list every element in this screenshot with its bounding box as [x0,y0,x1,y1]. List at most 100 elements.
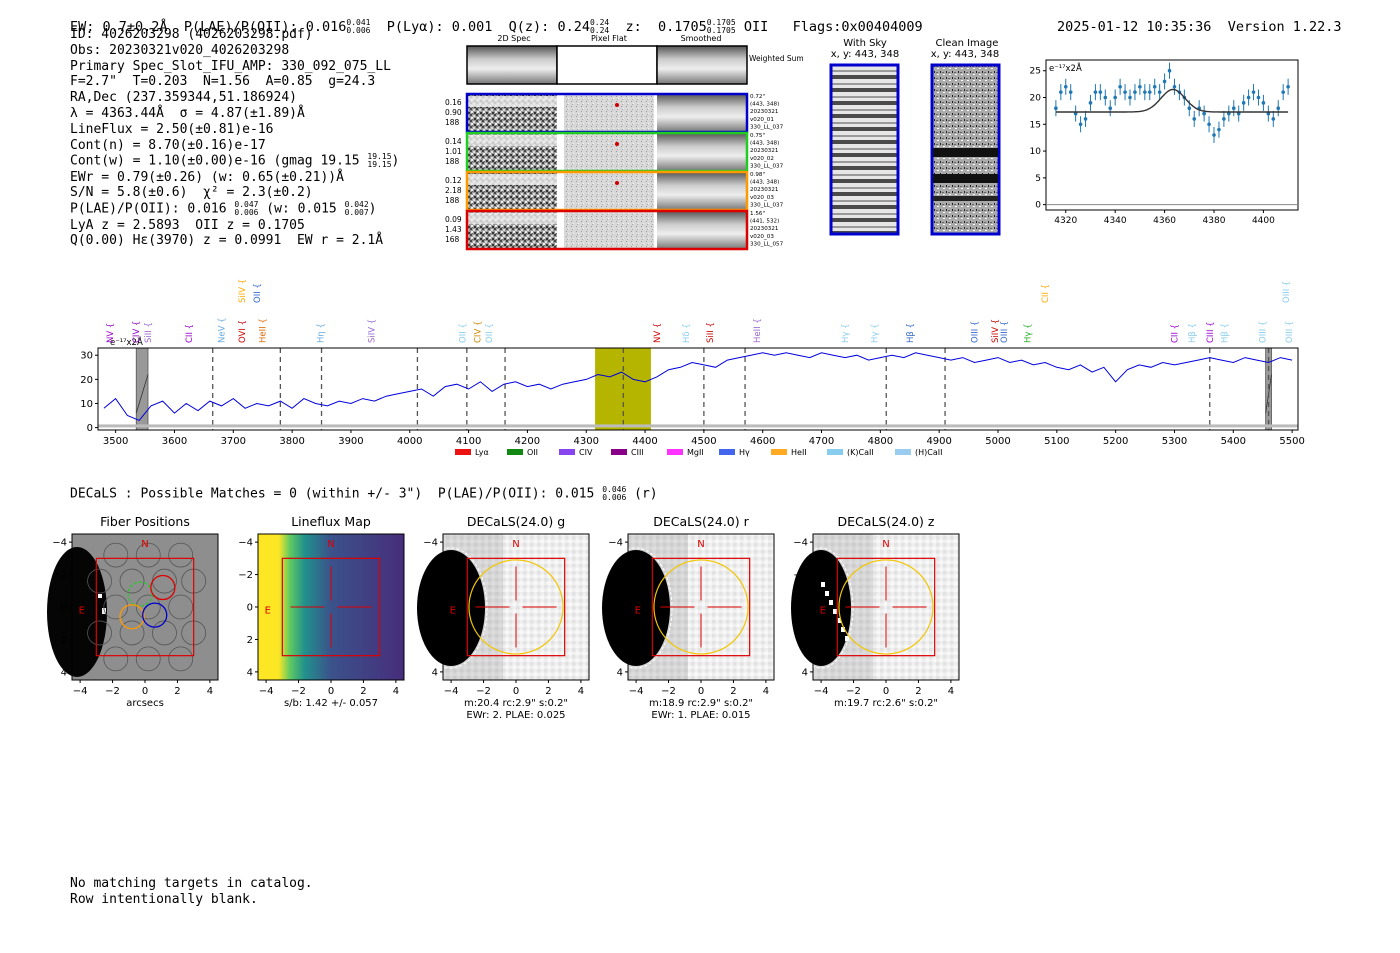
north-label: N [697,539,704,550]
zoom-data-point [1128,95,1132,100]
decals-ytick-label: −4 [52,538,67,549]
spectrum-emission-label: Hβ { [1220,323,1230,343]
cutout-row-left-value: 188 [445,196,460,205]
zoom-data-point [1241,101,1246,105]
spectrum-xtick-label: 3900 [338,436,363,447]
col-label-smoothed: Smoothed [681,34,722,43]
cutout-row-left-value: 1.01 [445,147,462,156]
decals-xtick-label: 0 [883,686,889,697]
spectrum-mask-hatch [135,374,149,414]
decals-panel: DECaLS(24.0) r N E −4 4 −2 2 0 0 2 −2 4 −4 m:18.9 rc:… [599,514,775,721]
fiber-outline [168,542,194,568]
bright-pixel [821,582,825,587]
fiber-outline [135,542,161,568]
decals-xtick-label: −4 [629,686,644,697]
spectrum-emission-label: OIII { [970,321,980,343]
spectrum-xtick-label: 5300 [1162,436,1187,447]
decals-summary-band: (r) [634,486,658,502]
spectrum-xtick-label: 3800 [279,436,304,447]
hot-pixel [98,594,102,598]
zoom-data-point [1202,111,1206,116]
line-zoom-plot: 0 5 10 15 20 25 4320 4340 4360 4380 4400 e⁻¹⁷x2Å [1030,59,1299,226]
spectrum-xtick-label: 4700 [809,436,834,447]
fiber-outline [168,594,194,620]
cutout-2d-band [467,174,557,185]
decals-ytick-label: 0 [802,603,808,614]
cutout-row-right-value: 20230321 [750,226,779,232]
decals-ytick-label: 4 [617,667,623,678]
decals-ytick-label: 4 [247,667,253,678]
cutout-row-right-value: 20230321 [750,187,779,193]
spectrum-emission-label: Hβ { [1188,323,1198,343]
cutout-grid: 2D Spec Pixel Flat Smoothed Weighted Sum… [445,34,804,251]
decals-ytick-label: 0 [61,603,67,614]
header-plae-lo: 0.006 [346,26,371,35]
spectrum-emission-label: CIV { [473,321,483,343]
east-label: E [79,605,85,616]
decals-ytick-label: −2 [793,570,808,581]
east-label: E [820,605,826,616]
cutout-row-left-value: 0.09 [445,215,462,224]
decals-xtick-label: 4 [948,686,954,697]
spectrum-xtick-label: 3700 [221,436,246,447]
cutout-pixel-flat [564,172,654,210]
bright-pixel [825,591,829,596]
spectrum-xtick-label: 4900 [926,436,951,447]
cutout-smoothed [657,133,747,171]
legend-label: CIII [631,448,644,457]
cutout-row-right-value: 0.72" [750,94,765,100]
zoom-data-point [1281,90,1285,94]
zoom-data-point [1261,101,1266,105]
spectrum-xtick-label: 4200 [515,436,540,447]
header-qz-lo: 0.24 [589,26,610,35]
zoom-data-point [1152,84,1157,89]
cutout-row-right-value: (443, 348) [750,141,779,147]
spectrum-xtick-label: 4300 [574,436,599,447]
cutout-row-left-value: 168 [445,235,460,244]
zoom-data-point [1187,106,1192,111]
spectrum-emission-label: CIII { [1206,321,1216,343]
zoom-data-point [1083,117,1088,121]
legend-label: CIV [579,448,593,457]
legend-label: Hγ [739,448,750,457]
spectrum-xtick-label: 4100 [456,436,481,447]
spectrum-emission-label: OIII { [1285,321,1295,343]
zoom-ytick-label: 15 [1030,120,1041,130]
zoom-data-point [1118,84,1122,89]
spectrum-emission-label: Hβ { [906,323,916,343]
decals-caption: s/b: 1.42 +/- 0.057 [284,698,378,709]
decals-ytick-label: −2 [608,570,623,581]
info-q: Q(0.00) Hε(3970) z = 0.0991 EW r = 2.1Å [70,233,384,249]
decals-bright-source [602,550,670,666]
zoom-data-point [1192,117,1197,121]
spectrum-background [98,348,1298,430]
spectrum-xtick-label: 4000 [397,436,422,447]
cutout-row-right-value: v020_03 [750,195,774,201]
info-plae-w-lo: 0.007 [344,208,369,218]
spectrum-ytick-label: 10 [80,399,93,410]
zoom-xtick-label: 4380 [1203,216,1226,226]
cutout-row-left-value: 188 [445,157,460,166]
decals-xtick-label: −2 [476,686,491,697]
header-right: 2025-01-12 10:35:36 Version 1.22.3 [1057,3,1342,35]
zoom-data-point [1123,90,1127,94]
cutout-2d-band [467,213,557,224]
spectrum-xtick-label: 5200 [1103,436,1128,447]
fiber-outline [103,594,129,620]
spectrum-xtick-label: 5100 [1044,436,1069,447]
fiber-orange [119,604,145,630]
legend-label: (H)CaII [915,448,942,457]
header-z-lo: 0.1705 [706,26,736,35]
info-primary: Primary Spec_Slot_IFU_AMP: 330_092_075_L… [70,58,391,74]
east-label: E [450,605,456,616]
cutout-row-right-value: 20230321 [750,148,779,154]
spectrum-emission-label: HeII { [259,318,269,343]
decals-caption: m:18.9 rc:2.9" s:0.2" [649,698,753,709]
fiber-red [150,574,176,601]
zoom-data-point [1222,117,1226,121]
decals-summary-text: DECaLS : Possible Matches = 0 (within +/… [70,486,595,502]
legend-swatch [719,449,735,455]
zoom-data-point [1212,133,1216,137]
decals-ytick-label: 0 [617,603,623,614]
cutout-row-left-value: 0.16 [445,98,462,107]
